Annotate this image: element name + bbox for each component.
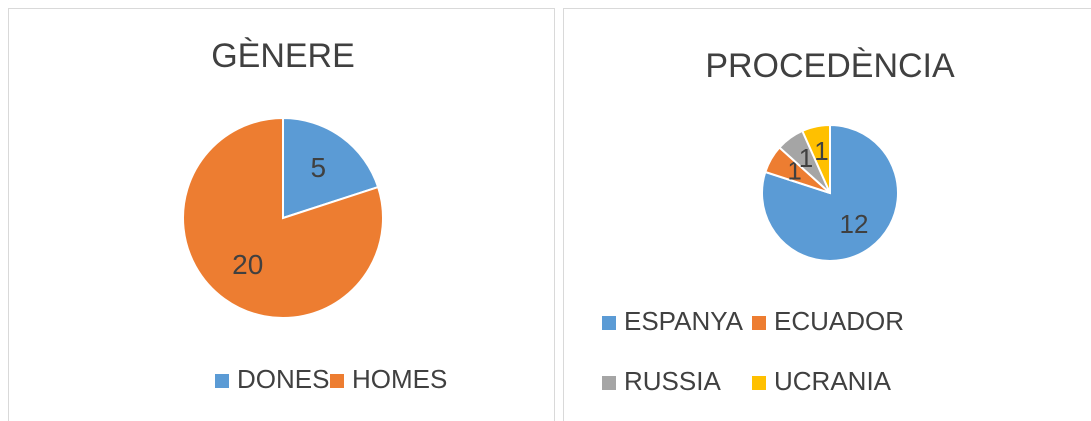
legend-label: ESPANYA [624,306,744,336]
data-label: 5 [310,152,326,183]
data-label: 1 [814,136,828,166]
pie-slice [182,116,384,319]
data-label: 1 [799,143,813,173]
legend-label: RUSSIA [624,366,721,396]
data-label: 20 [232,249,263,280]
legend-label: HOMES [352,364,447,394]
legend-swatch [602,316,616,330]
legend-swatch [330,374,344,388]
pie-slice [761,123,899,262]
legend-label: UCRANIA [774,366,892,396]
pie-slice [282,116,380,220]
legend-swatch [752,316,766,330]
legend-label: DONES [237,364,329,394]
chart-title: PROCEDÈNCIA [705,47,955,85]
pie-slice [801,123,831,194]
legend-swatch [215,374,229,388]
legend-swatch [752,376,766,390]
data-label: 12 [840,209,869,239]
legend-label: ECUADOR [774,306,904,336]
legend-swatch [602,376,616,390]
chart-title: GÈNERE [211,37,355,75]
